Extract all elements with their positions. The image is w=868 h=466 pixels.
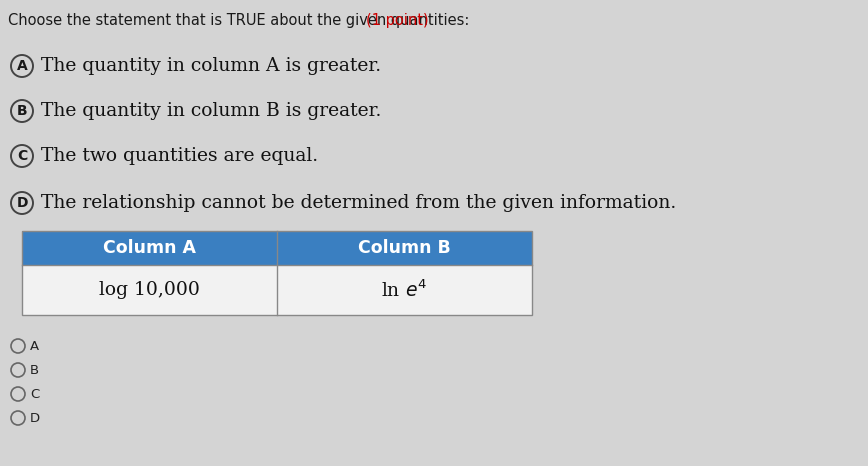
Text: D: D: [30, 411, 40, 425]
Text: B: B: [16, 104, 27, 118]
Text: log 10,000: log 10,000: [99, 281, 200, 299]
Text: Choose the statement that is TRUE about the given quantities:: Choose the statement that is TRUE about …: [8, 13, 474, 28]
Text: Column A: Column A: [103, 239, 196, 257]
Text: C: C: [16, 149, 27, 163]
Bar: [277, 265, 532, 315]
Text: A: A: [16, 59, 28, 73]
Text: Column B: Column B: [358, 239, 450, 257]
Bar: [277, 231, 532, 265]
Text: C: C: [30, 388, 39, 400]
Text: B: B: [30, 363, 39, 377]
Bar: [22, 231, 532, 315]
Text: The relationship cannot be determined from the given information.: The relationship cannot be determined fr…: [41, 194, 676, 212]
Text: D: D: [16, 196, 28, 210]
Text: The quantity in column A is greater.: The quantity in column A is greater.: [41, 57, 381, 75]
Bar: [22, 265, 277, 315]
Text: The quantity in column B is greater.: The quantity in column B is greater.: [41, 102, 381, 120]
Text: (1 point): (1 point): [366, 13, 429, 28]
Bar: [22, 231, 277, 265]
Text: ln $e^{4}$: ln $e^{4}$: [381, 279, 428, 301]
Text: A: A: [30, 340, 39, 352]
Text: The two quantities are equal.: The two quantities are equal.: [41, 147, 319, 165]
